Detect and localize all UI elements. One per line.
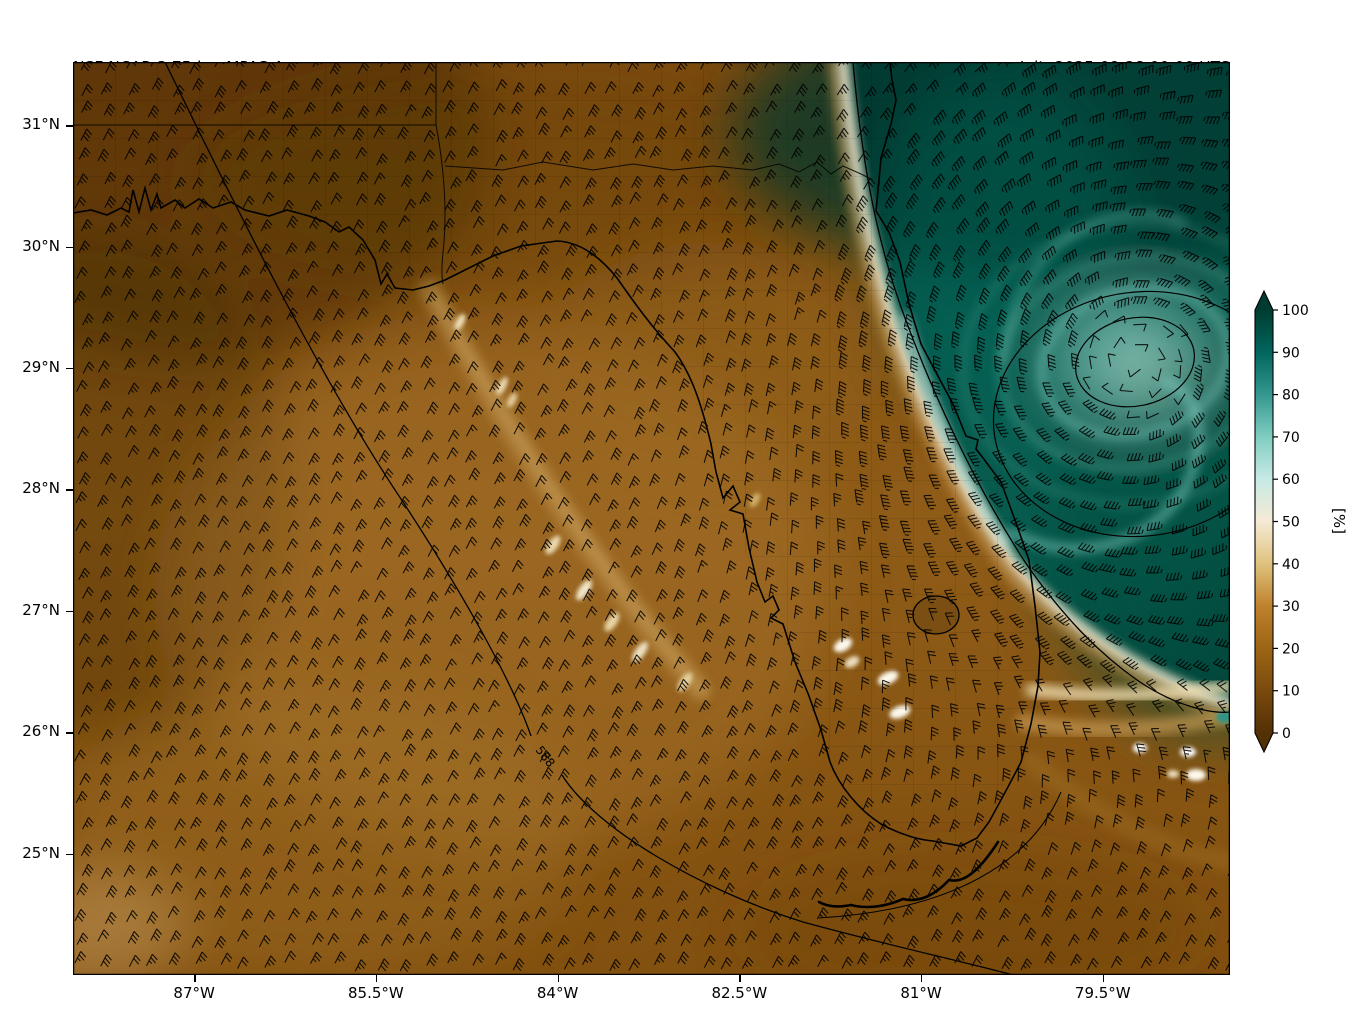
- colorbar-tick-label: 0: [1282, 726, 1291, 742]
- rh-bright-spot: [454, 313, 466, 331]
- lon-tick-mark: [375, 975, 378, 982]
- rh-band: [1023, 752, 1230, 872]
- cyclone-spiral-arc: [959, 219, 1230, 509]
- lon-tick-label: 85.5°W: [348, 984, 404, 1002]
- wind-barbs: [74, 62, 1230, 973]
- lon-tick-label: 84°W: [536, 984, 579, 1002]
- rh-bright-spot: [1167, 770, 1179, 778]
- lat-tick-label: 31°N: [22, 115, 60, 134]
- lat-tick-mark: [66, 246, 73, 248]
- colorbar-tick-label: 90: [1282, 345, 1300, 361]
- colorbar-tick-label: 20: [1282, 641, 1300, 657]
- wind-barbs-layer: [74, 62, 1230, 973]
- rh-bright-spot: [1180, 747, 1196, 757]
- height-contour-trough: [852, 62, 1230, 713]
- rh-bright-spot: [1186, 769, 1206, 781]
- lat-tick-mark: [66, 853, 73, 855]
- lon-tick-label: 81°W: [900, 984, 942, 1002]
- rh-shade-patch: [1105, 338, 1165, 382]
- colorbar-tick-label: 60: [1282, 472, 1300, 488]
- lat-tick-label: 30°N: [22, 236, 60, 255]
- lat-tick-label: 28°N: [22, 479, 60, 498]
- lat-tick-mark: [66, 610, 73, 613]
- rh-shade-patch: [743, 850, 1203, 975]
- colorbar-tick-label: 100: [1282, 303, 1309, 319]
- lat-tick-label: 26°N: [22, 722, 60, 741]
- state-boundaries: [73, 62, 874, 285]
- lon-tick-label: 79.5°W: [1074, 984, 1131, 1002]
- height-contours: [164, 62, 1230, 975]
- rh-bright-spot: [545, 535, 561, 555]
- rh-bright-spot: [496, 376, 508, 396]
- colorbar-tick-label: 50: [1282, 515, 1300, 531]
- lon-tick-mark: [1102, 975, 1105, 982]
- map-border: [73, 62, 1230, 975]
- lake-okeechobee: [912, 595, 960, 635]
- map-plot: 588: [73, 62, 1230, 975]
- rh-bright-spot: [1216, 711, 1230, 723]
- rh-bright-spot: [604, 612, 620, 632]
- lat-tick-label: 27°N: [22, 600, 60, 619]
- gulf-florida-coastline: [73, 62, 1041, 847]
- lat-tick-mark: [66, 367, 73, 370]
- height-contour-ring: [992, 290, 1230, 538]
- height-contour-588-lower: [561, 774, 1014, 975]
- colorbar-tick-label: 80: [1282, 388, 1300, 404]
- height-contour-588-upper: [164, 62, 532, 737]
- colorbar-tick-label: 30: [1282, 599, 1300, 615]
- lon-tick-label: 87°W: [173, 984, 215, 1002]
- lat-tick-mark: [66, 489, 73, 491]
- colorbar-tick-label: 70: [1282, 430, 1300, 446]
- colorbar-tick-label: 40: [1282, 557, 1300, 573]
- lon-tick-mark: [557, 975, 559, 982]
- colorbar-unit-label: [%]: [1330, 508, 1348, 534]
- lon-tick-mark: [921, 975, 923, 982]
- lon-tick-mark: [194, 975, 196, 982]
- height-contour-ring: [1075, 316, 1195, 408]
- rh-bright-spot: [575, 579, 593, 601]
- florida-keys: [817, 840, 1000, 909]
- lat-tick-label: 25°N: [22, 843, 60, 862]
- county-boundaries: [73, 62, 1040, 846]
- colorbar-tick-label: 10: [1282, 684, 1300, 700]
- rh-band: [1025, 680, 1230, 701]
- lat-tick-mark: [66, 732, 73, 734]
- rh-shade-patch: [73, 870, 185, 975]
- lat-tick-mark: [66, 125, 73, 127]
- rh-bright-spot: [506, 392, 518, 408]
- lon-tick-mark: [739, 975, 741, 982]
- rh-band: [1006, 377, 1204, 553]
- rh-band: [999, 209, 1187, 366]
- lat-tick-label: 29°N: [22, 357, 60, 376]
- lon-tick-label: 82.5°W: [711, 984, 768, 1002]
- colorbar: [1254, 289, 1274, 754]
